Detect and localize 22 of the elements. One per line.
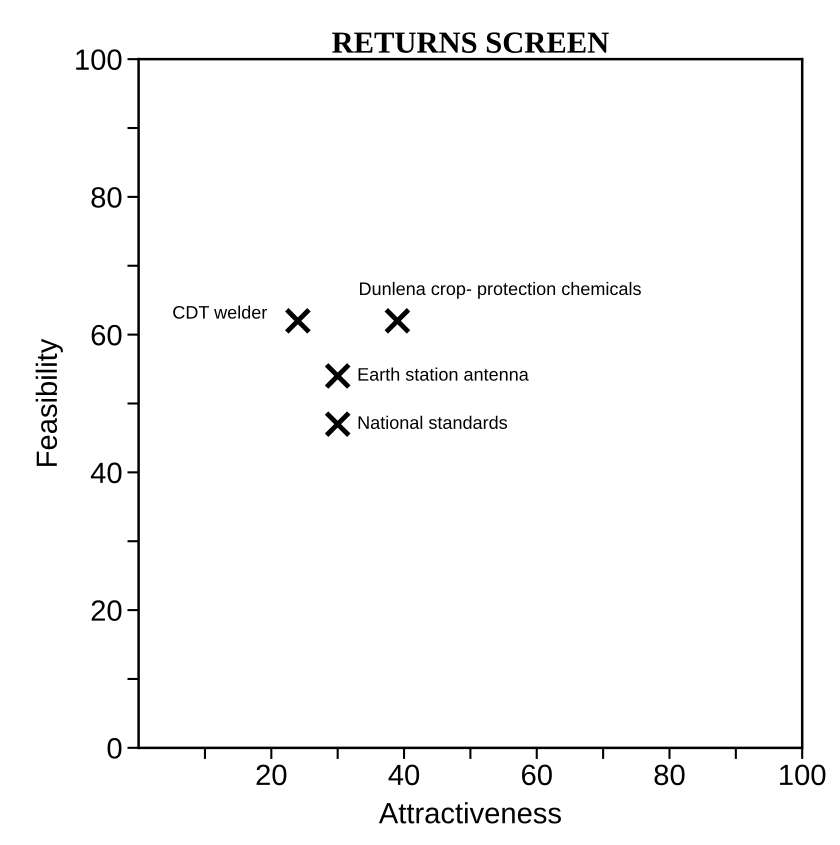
x-tick-label: 80 [654,764,685,786]
point [324,410,352,438]
y-tick-label: 40 [90,462,122,484]
annotation: Dunlena crop- protection chemicals [360,282,641,299]
x-tick-label: 40 [388,764,420,786]
x-tick-label: 60 [522,764,552,786]
annotation: CDT welder [173,305,268,319]
point [384,307,411,334]
y-tick-label: 60 [92,324,122,346]
x-tick-label: 20 [256,764,286,786]
annotation: Earth station antenna [358,368,529,381]
y-tick-label: 20 [92,600,122,621]
point [284,307,312,334]
y-tick-label: 80 [91,187,122,208]
y-axis-title: Feasibility [36,338,63,466]
chart-title: RETURNS SCREEN [332,32,609,53]
annotation: National standards [358,416,508,429]
x-axis-title: Attractiveness [378,802,561,824]
y-tick-label: 0 [108,738,122,759]
y-tick-label: 100 [76,49,122,70]
point [324,362,352,390]
x-tick-label: 100 [780,764,826,786]
